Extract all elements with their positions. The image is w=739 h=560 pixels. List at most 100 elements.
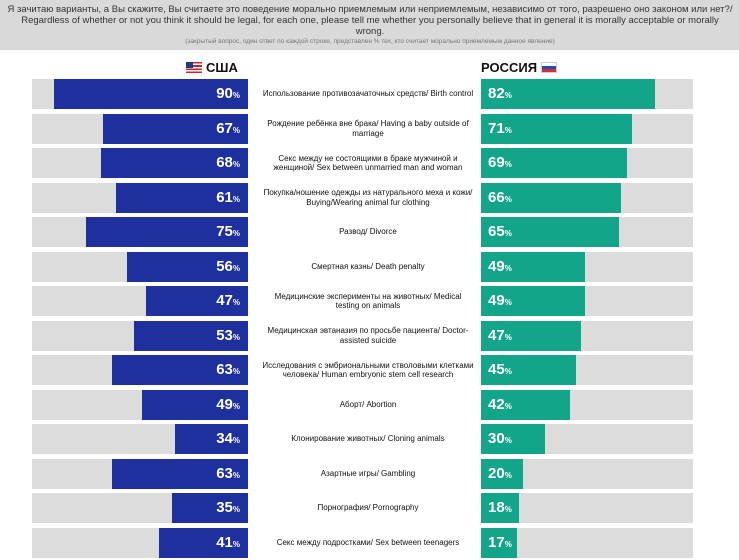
russia-value-label: 71% bbox=[488, 119, 512, 137]
question-text: Я зачитаю варианты, а Вы скажите, Вы счи… bbox=[7, 4, 733, 37]
usa-column-header: США bbox=[186, 60, 238, 75]
russia-track: 45% bbox=[481, 355, 693, 385]
us-flag-icon bbox=[186, 62, 202, 73]
russia-value-label: 47% bbox=[488, 326, 512, 344]
usa-value-label: 34% bbox=[216, 430, 240, 447]
category-label: Порнография/ Pornography bbox=[317, 503, 419, 513]
usa-bar bbox=[116, 182, 248, 213]
russia-value-label: 42% bbox=[488, 395, 512, 413]
russia-value-label: 66% bbox=[488, 188, 512, 206]
usa-bar bbox=[174, 424, 248, 454]
russia-value-label: 18% bbox=[488, 499, 512, 516]
category-label: Медицинская эвтаназия по просьбе пациент… bbox=[267, 326, 469, 345]
russia-bar bbox=[481, 493, 520, 523]
russia-bar bbox=[481, 286, 585, 316]
usa-bar bbox=[86, 217, 248, 247]
question-header: Я зачитаю варианты, а Вы скажите, Вы счи… bbox=[0, 0, 739, 50]
russia-bar bbox=[481, 79, 655, 109]
category-label: Секс между подростками/ Sex between teen… bbox=[276, 537, 460, 547]
russia-bar bbox=[481, 113, 632, 144]
russia-bar bbox=[481, 355, 577, 385]
usa-track: 63% bbox=[32, 355, 248, 385]
category-label: Секс между не состоящими в браке мужчино… bbox=[273, 153, 463, 173]
usa-bar bbox=[111, 458, 248, 489]
russia-bar bbox=[481, 458, 524, 489]
russia-track: 66% bbox=[481, 182, 693, 213]
usa-track: 49% bbox=[32, 389, 248, 420]
usa-value-label: 35% bbox=[216, 499, 240, 516]
russia-value-label: 20% bbox=[488, 464, 512, 482]
usa-track: 68% bbox=[32, 148, 248, 178]
usa-track: 35% bbox=[32, 493, 248, 523]
usa-bar bbox=[146, 286, 248, 316]
category-label: Рождение ребёнка вне брака/ Having a bab… bbox=[267, 119, 469, 138]
russia-bar bbox=[481, 389, 571, 420]
usa-value-label: 90% bbox=[216, 85, 240, 102]
usa-value-label: 63% bbox=[216, 464, 240, 482]
russia-track: 69% bbox=[481, 148, 693, 178]
usa-bar bbox=[133, 320, 248, 351]
usa-value-label: 53% bbox=[216, 326, 240, 344]
usa-bar bbox=[111, 355, 248, 385]
usa-bar bbox=[103, 113, 248, 144]
usa-track: 61% bbox=[32, 182, 248, 213]
usa-value-label: 63% bbox=[216, 361, 240, 378]
russia-value-label: 69% bbox=[488, 154, 512, 171]
usa-value-label: 49% bbox=[216, 395, 240, 413]
russia-track: 42% bbox=[481, 389, 693, 420]
usa-track: 53% bbox=[32, 320, 248, 351]
usa-track: 34% bbox=[32, 424, 248, 454]
category-label: Использование противозачаточных средств/… bbox=[262, 89, 474, 99]
category-label: Развод/ Divorce bbox=[339, 227, 397, 237]
usa-series-name: США bbox=[206, 60, 238, 75]
russia-bar bbox=[481, 182, 621, 213]
russia-series-name: РОССИЯ bbox=[481, 60, 538, 75]
usa-value-label: 68% bbox=[216, 154, 240, 171]
usa-bar bbox=[172, 493, 248, 523]
russia-bar bbox=[481, 320, 581, 351]
russia-bar bbox=[481, 424, 545, 454]
question-note: (закрытый вопрос, один ответ по каждой с… bbox=[185, 38, 555, 45]
usa-bar bbox=[142, 389, 248, 420]
usa-value-label: 56% bbox=[216, 257, 240, 275]
russia-track: 18% bbox=[481, 493, 693, 523]
category-label: Клонирование животных/ Cloning animals bbox=[291, 434, 445, 444]
usa-track: 75% bbox=[32, 217, 248, 247]
russia-bar bbox=[481, 251, 585, 282]
usa-bar bbox=[127, 251, 248, 282]
usa-bar bbox=[53, 79, 248, 109]
usa-track: 47% bbox=[32, 286, 248, 316]
category-label: Исследования с эмбриональными стволовыми… bbox=[262, 360, 474, 380]
russia-track: 65% bbox=[481, 217, 693, 247]
usa-bar bbox=[101, 148, 248, 178]
russia-track: 49% bbox=[481, 251, 693, 282]
usa-value-label: 41% bbox=[216, 533, 240, 551]
usa-track: 56% bbox=[32, 251, 248, 282]
russia-bar bbox=[481, 148, 628, 178]
category-label: Покупка/ношение одежды из натурального м… bbox=[263, 188, 473, 207]
usa-value-label: 47% bbox=[216, 292, 240, 309]
russia-track: 20% bbox=[481, 458, 693, 489]
usa-value-label: 75% bbox=[216, 223, 240, 240]
russia-track: 47% bbox=[481, 320, 693, 351]
russia-value-label: 30% bbox=[488, 430, 512, 447]
russia-value-label: 17% bbox=[488, 533, 512, 551]
category-label: Азартные игры/ Gambling bbox=[320, 468, 416, 478]
usa-value-label: 61% bbox=[216, 188, 240, 206]
russia-track: 82% bbox=[481, 79, 693, 109]
russia-track: 71% bbox=[481, 113, 693, 144]
russia-value-label: 82% bbox=[488, 85, 512, 102]
usa-value-label: 67% bbox=[216, 119, 240, 137]
usa-track: 63% bbox=[32, 458, 248, 489]
russia-track: 49% bbox=[481, 286, 693, 316]
russia-bar bbox=[481, 217, 619, 247]
russia-value-label: 45% bbox=[488, 361, 512, 378]
usa-track: 67% bbox=[32, 113, 248, 144]
category-label: Смертная казнь/ Death penalty bbox=[311, 261, 425, 271]
russia-track: 17% bbox=[481, 527, 693, 558]
russia-value-label: 65% bbox=[488, 223, 512, 240]
russia-value-label: 49% bbox=[488, 257, 512, 275]
category-label: Аборт/ Abortion bbox=[339, 399, 397, 409]
russia-track: 30% bbox=[481, 424, 693, 454]
usa-track: 90% bbox=[32, 79, 248, 109]
